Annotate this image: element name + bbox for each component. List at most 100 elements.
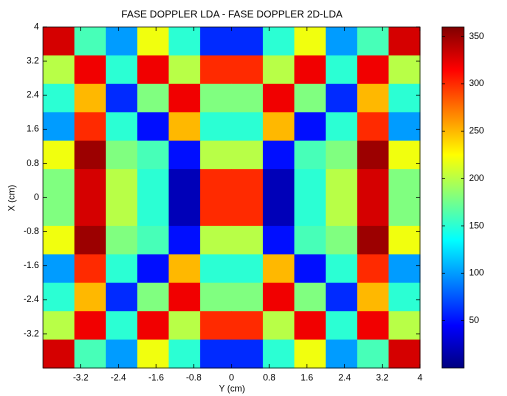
heatmap-cell [294, 339, 327, 369]
heatmap-cell [168, 339, 201, 369]
x-tick-label: -0.8 [186, 372, 202, 382]
heatmap-cell [200, 225, 232, 255]
x-tick-label: 1.6 [301, 372, 314, 382]
heatmap-cell [357, 169, 390, 198]
heatmap-cell [137, 169, 170, 198]
heatmap-cell [294, 254, 327, 284]
heatmap-cell [43, 311, 75, 341]
heatmap-cell [137, 112, 170, 142]
heatmap-cell [262, 339, 295, 369]
heatmap-cell [105, 254, 138, 284]
heatmap-cell [325, 339, 358, 369]
heatmap-cell [74, 225, 107, 255]
y-tick-label: -1.6 [23, 260, 39, 270]
heatmap-cell [357, 282, 390, 312]
heatmap-cell [105, 83, 138, 113]
heatmap-cell [357, 83, 390, 113]
heatmap-cell [168, 112, 201, 142]
heatmap-cell [294, 169, 327, 198]
heatmap-cell [43, 282, 75, 312]
heatmap-cell [168, 282, 201, 312]
heatmap-cell [262, 169, 295, 198]
heatmap-cell [137, 140, 170, 170]
heatmap-cell [168, 83, 201, 113]
heatmap-cell [105, 112, 138, 142]
heatmap-cell [74, 55, 107, 85]
heatmap-cell [137, 27, 170, 56]
heatmap-cell [200, 83, 232, 113]
heatmap-cell [325, 83, 358, 113]
heatmap-cell [200, 311, 232, 341]
heatmap-cell [74, 339, 107, 369]
heatmap-cell [388, 339, 421, 369]
colorbar-tick-label: 200 [469, 173, 484, 183]
heatmap-cell [231, 339, 264, 369]
heatmap-cell [294, 55, 327, 85]
heatmap-cell [294, 140, 327, 170]
y-tick-label: 3.2 [26, 55, 39, 65]
heatmap-cell [43, 254, 75, 284]
heatmap-cell [43, 27, 75, 56]
heatmap-cell [200, 339, 232, 369]
heatmap-cell [231, 311, 264, 341]
heatmap-cell [105, 140, 138, 170]
heatmap-cell [325, 55, 358, 85]
heatmap-cell [200, 282, 232, 312]
heatmap-cell [231, 254, 264, 284]
heatmap-cell [294, 225, 327, 255]
heatmap-cell [74, 27, 107, 56]
heatmap-cell [105, 55, 138, 85]
heatmap-cell [74, 140, 107, 170]
heatmap-cell [74, 197, 107, 227]
heatmap-cell [357, 225, 390, 255]
colorbar-tick-label: 100 [469, 268, 484, 278]
heatmap-cell [231, 282, 264, 312]
heatmap-cell [74, 282, 107, 312]
heatmap-cell [74, 311, 107, 341]
heatmap-cell [294, 197, 327, 227]
x-tick-label: 2.4 [338, 372, 351, 382]
heatmap-cell [357, 254, 390, 284]
heatmap-cell [168, 197, 201, 227]
heatmap-cell [388, 112, 421, 142]
heatmap-cell [43, 140, 75, 170]
y-axis-label: X (cm) [6, 185, 16, 212]
heatmap-cell [357, 55, 390, 85]
heatmap-cell [105, 27, 138, 56]
heatmap-cell [357, 27, 390, 56]
heatmap-cell [43, 225, 75, 255]
heatmap-cell [294, 282, 327, 312]
heatmap-cell [388, 225, 421, 255]
heatmap-cell [200, 254, 232, 284]
x-tick-label: 0.8 [263, 372, 276, 382]
heatmap-cell [388, 169, 421, 198]
colorbar-tick-label: 300 [469, 78, 484, 88]
heatmap-cell [200, 140, 232, 170]
heatmap-cell [200, 169, 232, 198]
heatmap-cell [231, 225, 264, 255]
heatmap-cell [168, 140, 201, 170]
heatmap-cell [43, 55, 75, 85]
x-tick-label: -1.6 [148, 372, 164, 382]
heatmap-cell [105, 282, 138, 312]
heatmap-cell [74, 254, 107, 284]
heatmap-cell [137, 197, 170, 227]
heatmap-cell [325, 282, 358, 312]
heatmap-cell [137, 311, 170, 341]
colorbar-tick-label: 350 [469, 31, 484, 41]
heatmap-cell [262, 197, 295, 227]
y-tick-label: -2.4 [23, 294, 39, 304]
heatmap-cell [168, 225, 201, 255]
heatmap-cell [231, 112, 264, 142]
heatmap-cell [168, 169, 201, 198]
heatmap-cell [137, 282, 170, 312]
heatmap-cell [105, 339, 138, 369]
heatmap-cell [105, 197, 138, 227]
heatmap-cell [137, 254, 170, 284]
heatmap-cell [294, 112, 327, 142]
heatmap-cell [105, 225, 138, 255]
x-axis-label: Y (cm) [219, 383, 245, 393]
heatmap-cell [325, 169, 358, 198]
heatmap-cell [325, 140, 358, 170]
